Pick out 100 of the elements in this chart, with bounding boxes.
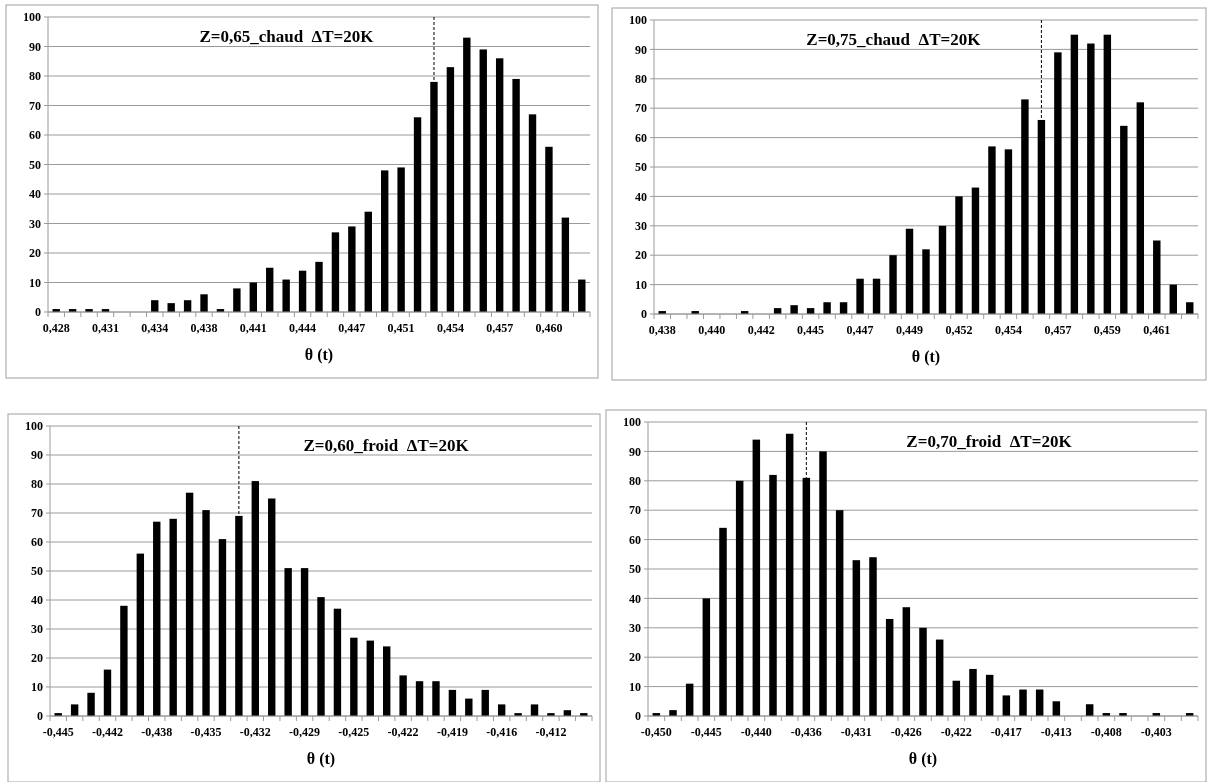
bar xyxy=(399,675,407,716)
y-tick-label: 80 xyxy=(629,474,641,488)
bar xyxy=(298,270,307,312)
x-tick-label: 0,454 xyxy=(436,321,464,335)
x-tick-label: -0,403 xyxy=(1140,725,1172,739)
text: Z=0,65_chaud ΔT=20K xyxy=(199,27,375,46)
bar xyxy=(249,282,257,312)
bar xyxy=(1120,125,1128,314)
bar xyxy=(430,81,438,312)
bar xyxy=(512,78,520,312)
y-tick-label: 0 xyxy=(635,709,641,724)
bar xyxy=(284,568,292,716)
x-tick-label: -0,435 xyxy=(190,725,222,739)
bar xyxy=(1103,34,1112,314)
x-tick-label: -0,442 xyxy=(91,725,123,739)
bar xyxy=(955,196,963,314)
y-tick-label: 100 xyxy=(623,415,641,430)
bar xyxy=(495,58,504,312)
y-tick-label: 30 xyxy=(629,621,641,635)
bar xyxy=(922,249,930,314)
y-tick-label: 90 xyxy=(629,444,641,459)
x-tick-label: -0,419 xyxy=(436,725,468,739)
y-tick-label: 60 xyxy=(629,532,641,547)
bar xyxy=(202,510,210,716)
bar xyxy=(331,232,340,312)
bar xyxy=(578,279,586,312)
bar xyxy=(333,608,342,716)
y-tick-label: 60 xyxy=(635,130,647,145)
bar xyxy=(856,278,864,314)
y-tick-label: 50 xyxy=(629,562,641,577)
bar xyxy=(366,640,374,716)
y-tick-label: 10 xyxy=(31,680,43,695)
bar xyxy=(1136,102,1145,314)
bar xyxy=(235,515,243,716)
y-tick-label: 50 xyxy=(29,157,41,172)
y-tick-label: 30 xyxy=(29,216,41,231)
bar xyxy=(169,518,177,716)
x-tick-label: 0,454 xyxy=(994,323,1022,337)
bar xyxy=(233,288,241,312)
x-tick-label: 0,434 xyxy=(141,321,169,335)
bar xyxy=(497,704,506,716)
bar xyxy=(785,433,794,716)
bar xyxy=(852,560,861,716)
y-tick-label: 90 xyxy=(31,448,43,463)
x-tick-label: -0,440 xyxy=(740,725,772,739)
bar xyxy=(200,294,208,312)
bar xyxy=(268,498,276,716)
bar xyxy=(266,267,274,312)
y-tick-label: 100 xyxy=(629,13,647,28)
bar xyxy=(397,167,405,312)
text: Z=0,70_froid ΔT=20K xyxy=(906,432,1073,451)
x-axis-title: θ (t) xyxy=(306,750,336,768)
bar xyxy=(919,627,927,716)
x-tick-label: 0,438 xyxy=(190,321,218,335)
bar xyxy=(530,704,539,716)
bar xyxy=(1004,149,1013,314)
y-tick-label: 0 xyxy=(641,307,647,322)
y-tick-label: 40 xyxy=(629,591,641,606)
bar xyxy=(823,302,831,314)
x-axis-title: θ (t) xyxy=(908,750,938,768)
bar xyxy=(218,539,227,716)
bar xyxy=(185,492,194,716)
x-tick-label: 0,442 xyxy=(747,323,775,337)
bar xyxy=(136,553,145,716)
y-tick-label: 70 xyxy=(31,506,43,521)
y-tick-label: 70 xyxy=(635,101,647,116)
y-tick-label: 0 xyxy=(37,709,43,724)
x-tick-label: 0,438 xyxy=(648,323,676,337)
bar xyxy=(528,114,537,312)
bar xyxy=(465,698,473,716)
bar xyxy=(819,451,827,716)
bar xyxy=(282,279,290,312)
x-tick-label: 0,445 xyxy=(797,323,825,337)
y-tick-label: 80 xyxy=(29,69,41,84)
bar xyxy=(902,607,911,716)
x-tick-label: -0,412 xyxy=(535,725,567,739)
bar xyxy=(702,598,711,716)
x-tick-label: 0,461 xyxy=(1143,323,1171,337)
x-tick-label: 0,451 xyxy=(387,321,415,335)
x-tick-label: 0,440 xyxy=(698,323,726,337)
x-tick-label: -0,422 xyxy=(940,725,972,739)
x-tick-label: -0,417 xyxy=(990,725,1022,739)
bar xyxy=(988,146,996,314)
bar xyxy=(769,474,777,716)
x-axis-title: θ (t) xyxy=(911,348,941,366)
y-tick-label: 10 xyxy=(629,679,641,694)
bar xyxy=(545,146,553,312)
y-tick-label: 100 xyxy=(25,419,43,434)
bar xyxy=(1021,99,1029,314)
x-tick-label: -0,432 xyxy=(239,725,271,739)
bar xyxy=(885,618,894,716)
x-axis-title: θ (t) xyxy=(304,346,334,364)
bar xyxy=(383,646,391,716)
y-tick-label: 50 xyxy=(635,160,647,175)
x-tick-label: -0,431 xyxy=(840,725,872,739)
bar xyxy=(905,228,914,314)
bar xyxy=(669,710,677,716)
bar xyxy=(70,704,79,716)
bar xyxy=(1002,695,1011,716)
bar xyxy=(432,681,440,716)
